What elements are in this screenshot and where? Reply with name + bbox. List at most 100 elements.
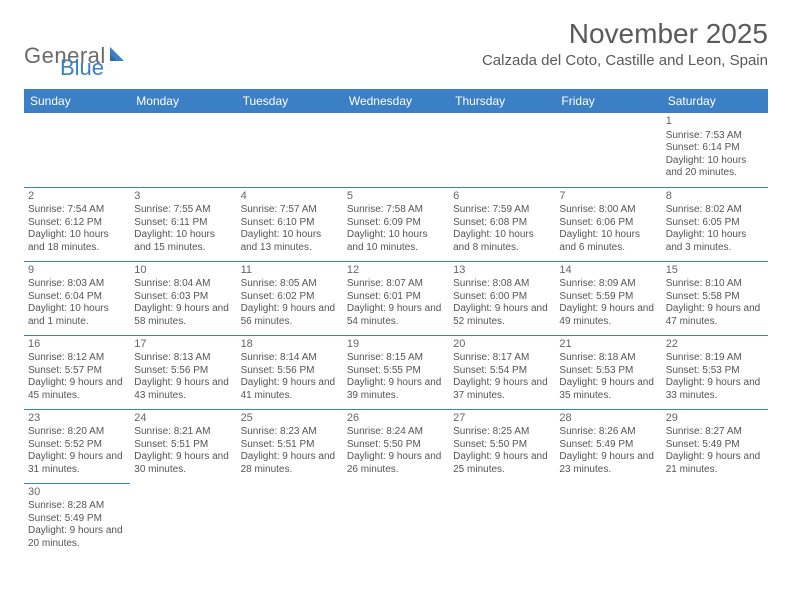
calendar-cell-empty [237,113,343,187]
sunset-text: Sunset: 5:53 PM [666,365,764,378]
sunrise-text: Sunrise: 8:03 AM [28,278,126,291]
calendar-cell-empty [343,483,449,557]
day-header: Friday [555,89,661,113]
day-number: 6 [453,190,551,204]
calendar-cell: 26Sunrise: 8:24 AMSunset: 5:50 PMDayligh… [343,409,449,483]
sunset-text: Sunset: 6:03 PM [134,291,232,304]
day-number: 1 [666,115,764,129]
day-number: 9 [28,264,126,278]
sunrise-text: Sunrise: 8:18 AM [559,352,657,365]
daylight-text: Daylight: 10 hours and 3 minutes. [666,229,764,254]
month-title: November 2025 [482,18,768,50]
calendar-cell-empty [449,483,555,557]
calendar-cell: 13Sunrise: 8:08 AMSunset: 6:00 PMDayligh… [449,261,555,335]
day-header: Thursday [449,89,555,113]
sunrise-text: Sunrise: 7:59 AM [453,204,551,217]
sunset-text: Sunset: 5:51 PM [134,439,232,452]
day-number: 30 [28,486,126,500]
sunset-text: Sunset: 5:50 PM [347,439,445,452]
sunrise-text: Sunrise: 8:10 AM [666,278,764,291]
calendar-cell: 22Sunrise: 8:19 AMSunset: 5:53 PMDayligh… [662,335,768,409]
daylight-text: Daylight: 9 hours and 35 minutes. [559,377,657,402]
day-header-row: SundayMondayTuesdayWednesdayThursdayFrid… [24,89,768,113]
daylight-text: Daylight: 9 hours and 52 minutes. [453,303,551,328]
day-number: 23 [28,412,126,426]
sunset-text: Sunset: 6:11 PM [134,217,232,230]
sunrise-text: Sunrise: 8:26 AM [559,426,657,439]
day-number: 8 [666,190,764,204]
daylight-text: Daylight: 9 hours and 20 minutes. [28,525,126,550]
logo-text-2: Blue [60,55,104,81]
calendar-row: 23Sunrise: 8:20 AMSunset: 5:52 PM Dayligh… [24,409,768,483]
calendar-cell-empty [449,113,555,187]
sunrise-text: Sunrise: 8:15 AM [347,352,445,365]
sunset-text: Sunset: 5:52 PM [28,439,126,452]
daylight-text: Daylight: 9 hours and 33 minutes. [666,377,764,402]
sunset-text: Sunset: 6:01 PM [347,291,445,304]
day-number: 17 [134,338,232,352]
calendar-cell-empty [555,113,661,187]
day-number: 5 [347,190,445,204]
sunset-text: Sunset: 6:08 PM [453,217,551,230]
sunset-text: Sunset: 6:00 PM [453,291,551,304]
sunset-text: Sunset: 5:49 PM [666,439,764,452]
day-number: 15 [666,264,764,278]
calendar-row: 9Sunrise: 8:03 AMSunset: 6:04 PM Daylight… [24,261,768,335]
daylight-text: Daylight: 10 hours and 6 minutes. [559,229,657,254]
daylight-text: Daylight: 9 hours and 54 minutes. [347,303,445,328]
calendar-cell: 14Sunrise: 8:09 AMSunset: 5:59 PMDayligh… [555,261,661,335]
day-number: 14 [559,264,657,278]
sunset-text: Sunset: 5:56 PM [241,365,339,378]
daylight-text: Daylight: 9 hours and 56 minutes. [241,303,339,328]
calendar-cell: 16Sunrise: 8:12 AMSunset: 5:57 PMDayligh… [24,335,130,409]
calendar-cell: 15Sunrise: 8:10 AMSunset: 5:58 PMDayligh… [662,261,768,335]
sunrise-text: Sunrise: 8:25 AM [453,426,551,439]
day-number: 25 [241,412,339,426]
daylight-text: Daylight: 9 hours and 45 minutes. [28,377,126,402]
calendar-cell-empty [24,113,130,187]
daylight-text: Daylight: 10 hours and 8 minutes. [453,229,551,254]
calendar-cell: 8Sunrise: 8:02 AMSunset: 6:05 PMDaylight… [662,187,768,261]
sunrise-text: Sunrise: 8:20 AM [28,426,126,439]
sunset-text: Sunset: 6:10 PM [241,217,339,230]
daylight-text: Daylight: 9 hours and 23 minutes. [559,451,657,476]
sunset-text: Sunset: 5:57 PM [28,365,126,378]
calendar-cell: 4Sunrise: 7:57 AMSunset: 6:10 PMDaylight… [237,187,343,261]
sunrise-text: Sunrise: 7:55 AM [134,204,232,217]
day-number: 28 [559,412,657,426]
daylight-text: Daylight: 10 hours and 13 minutes. [241,229,339,254]
calendar-cell: 29Sunrise: 8:27 AMSunset: 5:49 PMDayligh… [662,409,768,483]
sunset-text: Sunset: 5:49 PM [28,513,126,526]
daylight-text: Daylight: 9 hours and 21 minutes. [666,451,764,476]
calendar-cell-empty [555,483,661,557]
sunset-text: Sunset: 6:04 PM [28,291,126,304]
calendar-cell: 2Sunrise: 7:54 AMSunset: 6:12 PMDaylight… [24,187,130,261]
day-header: Tuesday [237,89,343,113]
sunset-text: Sunset: 5:56 PM [134,365,232,378]
day-number: 16 [28,338,126,352]
sunrise-text: Sunrise: 8:08 AM [453,278,551,291]
sunrise-text: Sunrise: 7:58 AM [347,204,445,217]
sunrise-text: Sunrise: 8:00 AM [559,204,657,217]
calendar-cell: 24Sunrise: 8:21 AMSunset: 5:51 PMDayligh… [130,409,236,483]
daylight-text: Daylight: 9 hours and 47 minutes. [666,303,764,328]
daylight-text: Daylight: 10 hours and 15 minutes. [134,229,232,254]
sunrise-text: Sunrise: 8:05 AM [241,278,339,291]
day-number: 13 [453,264,551,278]
daylight-text: Daylight: 9 hours and 58 minutes. [134,303,232,328]
sunrise-text: Sunrise: 8:07 AM [347,278,445,291]
day-number: 20 [453,338,551,352]
daylight-text: Daylight: 10 hours and 10 minutes. [347,229,445,254]
sunrise-text: Sunrise: 7:54 AM [28,204,126,217]
calendar-cell: 3Sunrise: 7:55 AMSunset: 6:11 PMDaylight… [130,187,236,261]
calendar-cell: 23Sunrise: 8:20 AMSunset: 5:52 PMDayligh… [24,409,130,483]
sunset-text: Sunset: 6:14 PM [666,142,764,155]
daylight-text: Daylight: 10 hours and 18 minutes. [28,229,126,254]
sunrise-text: Sunrise: 8:21 AM [134,426,232,439]
sunrise-text: Sunrise: 8:13 AM [134,352,232,365]
calendar-cell: 20Sunrise: 8:17 AMSunset: 5:54 PMDayligh… [449,335,555,409]
calendar-cell: 30Sunrise: 8:28 AMSunset: 5:49 PMDayligh… [24,483,130,557]
day-header: Saturday [662,89,768,113]
day-header: Monday [130,89,236,113]
sunset-text: Sunset: 5:49 PM [559,439,657,452]
